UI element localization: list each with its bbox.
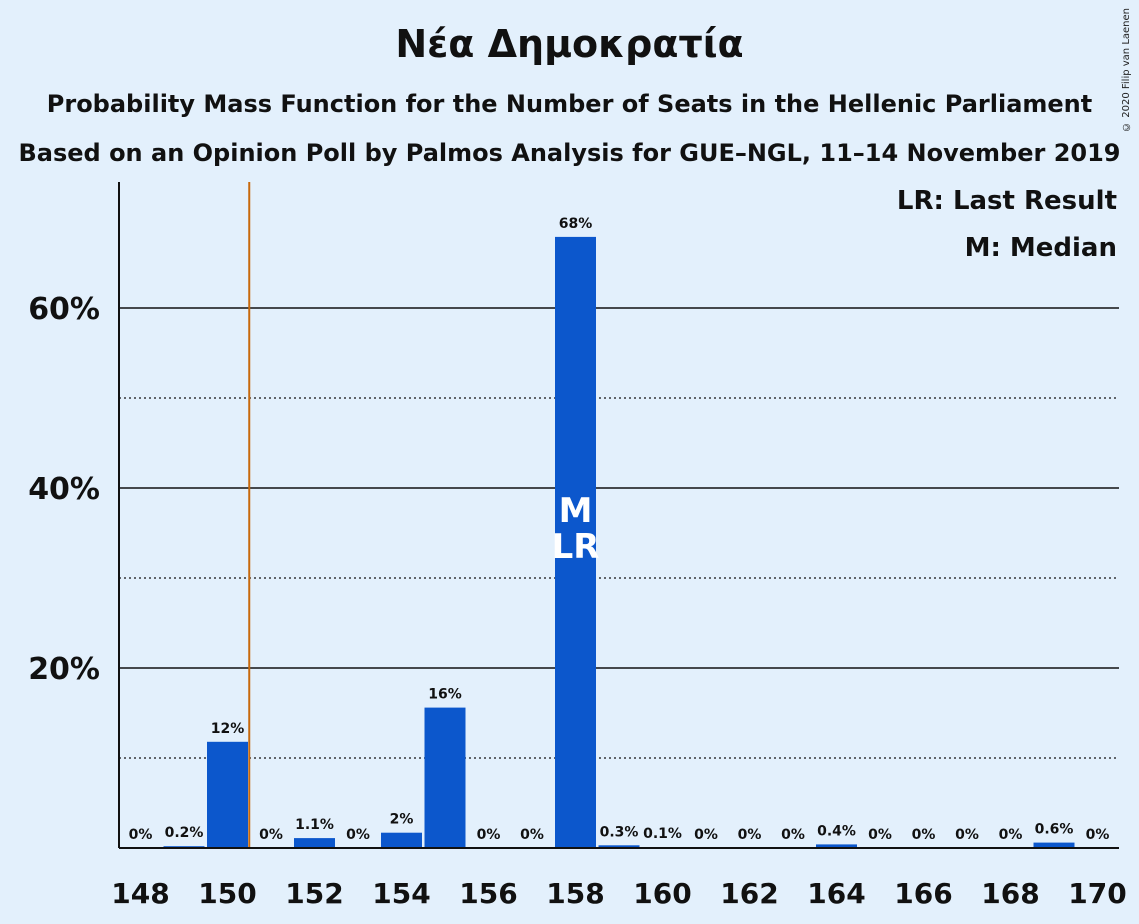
y-tick-label: 60% xyxy=(28,292,100,327)
bars xyxy=(163,236,1075,848)
last-result-marker: LR xyxy=(552,527,600,567)
y-tick-label: 40% xyxy=(28,472,100,507)
x-tick-label: 162 xyxy=(720,877,778,910)
legend-entry: M: Median xyxy=(965,233,1117,263)
data-label: 0.3% xyxy=(600,824,639,840)
x-tick-label: 168 xyxy=(981,877,1039,910)
x-tick-label: 156 xyxy=(459,877,517,910)
data-labels: 0% 0.2% 12% 0% 1.1% 0% 2% 16% 0% 0% 68% 0.3% 0.1% 0% 0… xyxy=(129,216,1110,843)
axes: 20% 40% 60% 148 150 152 154 156 158 160 162 164 166 1… xyxy=(28,182,1127,910)
bar xyxy=(598,845,640,848)
x-tick-label: 148 xyxy=(111,877,169,910)
data-label: 0% xyxy=(999,827,1023,843)
data-label: 0% xyxy=(259,827,283,843)
data-label: 16% xyxy=(428,687,462,703)
data-label: 0% xyxy=(477,827,501,843)
x-tick-label: 158 xyxy=(546,877,604,910)
data-label: 0.4% xyxy=(817,823,856,839)
bar xyxy=(1033,842,1075,848)
data-label: 0% xyxy=(346,827,370,843)
data-label: 0.1% xyxy=(643,826,682,842)
gridlines xyxy=(119,307,1119,759)
x-tick-label: 152 xyxy=(285,877,343,910)
data-label: 0% xyxy=(738,827,762,843)
data-label: 0% xyxy=(694,827,718,843)
data-label: 0% xyxy=(912,827,936,843)
data-label: 0% xyxy=(129,827,153,843)
legend: LR: Last Result M: Median xyxy=(897,186,1117,263)
data-label: 0.2% xyxy=(165,825,204,841)
data-label: 0.6% xyxy=(1035,822,1074,838)
bar xyxy=(555,236,596,848)
x-tick-label: 166 xyxy=(894,877,952,910)
bar xyxy=(424,707,466,848)
legend-entry: LR: Last Result xyxy=(897,186,1117,216)
y-tick-label: 20% xyxy=(28,652,100,687)
data-label: 1.1% xyxy=(295,817,334,833)
data-label: 12% xyxy=(211,721,245,737)
chart-subtitle-2: Based on an Opinion Poll by Palmos Analy… xyxy=(18,139,1121,167)
x-tick-label: 164 xyxy=(807,877,865,910)
data-label: 0% xyxy=(955,827,979,843)
x-tick-label: 154 xyxy=(372,877,430,910)
data-label: 68% xyxy=(559,216,593,232)
data-label: 0% xyxy=(781,827,805,843)
chart-subtitle-1: Probability Mass Function for the Number… xyxy=(46,90,1093,118)
bar xyxy=(207,741,248,848)
bar xyxy=(816,844,857,848)
chart-title: Νέα Δημοκρατία xyxy=(395,22,744,66)
median-marker: M xyxy=(559,491,593,531)
data-label: 0% xyxy=(520,827,544,843)
x-tick-label: 170 xyxy=(1068,877,1126,910)
data-label: 2% xyxy=(390,812,414,828)
data-label: 0% xyxy=(868,827,892,843)
x-tick-label: 160 xyxy=(633,877,691,910)
bar xyxy=(381,832,422,848)
x-tick-label: 150 xyxy=(198,877,256,910)
data-label: 0% xyxy=(1086,827,1110,843)
bar xyxy=(294,838,335,848)
